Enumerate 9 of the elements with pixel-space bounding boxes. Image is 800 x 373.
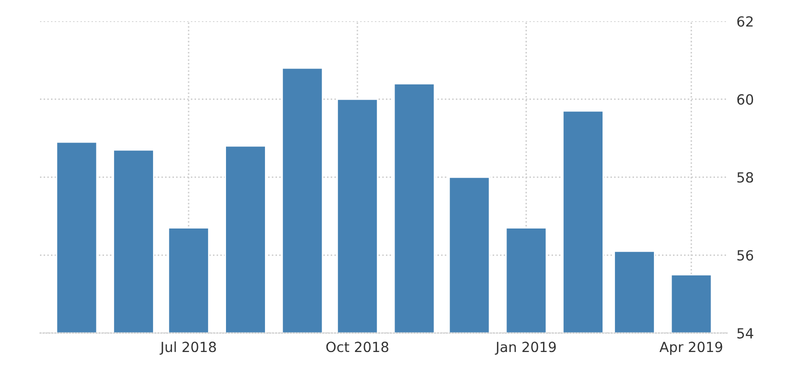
y-tick-label: 62 [737,16,753,27]
x-tick-label: Oct 2018 [326,342,388,352]
y-tick-label: 60 [737,94,754,105]
y-tick-label: 58 [737,172,754,183]
x-tick-label: Jan 2019 [494,342,556,355]
x-tick-label: Jul 2018 [160,341,216,355]
y-tick-label: 56 [737,250,754,261]
y-tick-label: 54 [737,328,754,339]
x-tick-label: Apr 2019 [660,342,722,355]
